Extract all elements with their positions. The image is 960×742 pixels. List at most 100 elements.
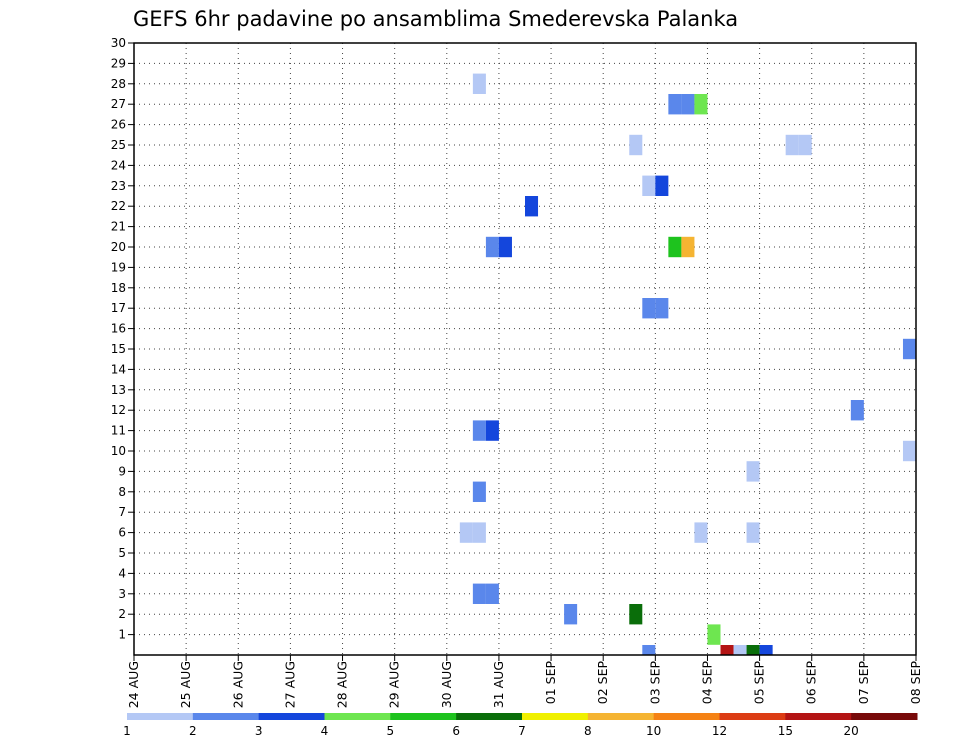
legend-swatch bbox=[522, 713, 589, 720]
x-tick-label: 01 SEP bbox=[543, 661, 558, 705]
x-tick-label: 02 SEP bbox=[595, 661, 610, 705]
y-axis: 1234567891011121314151617181920212223242… bbox=[111, 36, 134, 642]
legend-label: 4 bbox=[321, 724, 329, 738]
legend-label: 8 bbox=[584, 724, 592, 738]
precip-cell bbox=[902, 440, 916, 462]
y-tick-label: 23 bbox=[111, 179, 126, 193]
legend-swatch bbox=[127, 713, 194, 720]
precip-cell bbox=[902, 338, 916, 360]
y-tick-label: 4 bbox=[118, 566, 126, 580]
legend-label: 20 bbox=[844, 724, 859, 738]
legend-label: 12 bbox=[712, 724, 727, 738]
y-tick-label: 3 bbox=[118, 587, 126, 601]
precip-cell bbox=[642, 175, 656, 196]
y-tick-label: 17 bbox=[111, 301, 126, 315]
y-tick-label: 15 bbox=[111, 342, 126, 356]
y-tick-label: 6 bbox=[118, 526, 126, 540]
y-tick-label: 21 bbox=[111, 220, 126, 234]
y-tick-label: 29 bbox=[111, 56, 126, 70]
precip-cell bbox=[472, 583, 486, 604]
legend-label: 5 bbox=[387, 724, 395, 738]
y-tick-label: 27 bbox=[111, 97, 126, 111]
precip-cell bbox=[746, 645, 760, 655]
y-tick-label: 2 bbox=[118, 607, 126, 621]
legend-swatch bbox=[258, 713, 325, 720]
x-tick-label: 29 AUG bbox=[387, 661, 402, 708]
legend-swatch bbox=[719, 713, 786, 720]
x-tick-label: 24 AUG bbox=[126, 661, 141, 708]
precip-cell bbox=[629, 604, 643, 625]
legend-label: 7 bbox=[518, 724, 526, 738]
legend-label: 2 bbox=[189, 724, 197, 738]
precip-cell bbox=[629, 134, 643, 156]
chart-title: GEFS 6hr padavine po ansamblima Smederev… bbox=[133, 7, 738, 31]
precip-cell bbox=[655, 298, 669, 319]
legend-swatch bbox=[192, 713, 260, 720]
y-tick-label: 16 bbox=[111, 322, 126, 336]
legend-swatch bbox=[390, 713, 457, 720]
precip-cell bbox=[472, 420, 486, 441]
precip-cell bbox=[472, 73, 486, 94]
precip-cell bbox=[498, 236, 512, 258]
precip-cell bbox=[694, 522, 708, 543]
x-tick-label: 05 SEP bbox=[752, 661, 767, 705]
precip-cell bbox=[459, 522, 473, 543]
x-tick-label: 03 SEP bbox=[647, 661, 662, 705]
precip-cell bbox=[681, 94, 695, 115]
legend-swatch bbox=[785, 713, 852, 720]
legend-swatch bbox=[324, 713, 391, 720]
legend-swatch bbox=[653, 713, 720, 720]
precip-cell bbox=[525, 196, 539, 217]
x-tick-label: 31 AUG bbox=[491, 661, 506, 708]
x-tick-label: 04 SEP bbox=[699, 661, 714, 705]
y-tick-label: 14 bbox=[111, 362, 126, 376]
x-tick-label: 28 AUG bbox=[335, 661, 350, 708]
precip-cell bbox=[642, 645, 656, 655]
legend-label: 15 bbox=[778, 724, 793, 738]
precip-cell bbox=[746, 522, 760, 543]
precip-cell bbox=[472, 522, 486, 543]
precip-cell bbox=[733, 645, 747, 655]
precip-cell bbox=[668, 94, 682, 115]
legend-swatch bbox=[456, 713, 523, 720]
y-tick-label: 5 bbox=[118, 546, 126, 560]
legend-label: 10 bbox=[646, 724, 661, 738]
x-tick-label: 26 AUG bbox=[230, 661, 245, 708]
x-tick-label: 06 SEP bbox=[804, 661, 819, 705]
color-legend: 1 2 3 4 5 6 7 8 10 12 15 20 bbox=[123, 713, 918, 738]
legend-swatch bbox=[587, 713, 655, 720]
grid bbox=[133, 42, 917, 655]
y-tick-label: 11 bbox=[111, 424, 126, 438]
precip-cell bbox=[564, 604, 578, 625]
legend-label: 1 bbox=[123, 724, 131, 738]
x-tick-label: 07 SEP bbox=[856, 661, 871, 705]
y-tick-label: 18 bbox=[111, 281, 126, 295]
y-tick-label: 7 bbox=[118, 505, 126, 519]
y-tick-label: 13 bbox=[111, 383, 126, 397]
precip-cell bbox=[720, 645, 734, 655]
y-tick-label: 1 bbox=[118, 628, 126, 642]
x-tick-label: 27 AUG bbox=[282, 661, 297, 708]
y-tick-label: 24 bbox=[111, 158, 126, 172]
precip-cell bbox=[485, 236, 499, 258]
legend-label: 6 bbox=[452, 724, 460, 738]
y-tick-label: 9 bbox=[118, 464, 126, 478]
x-tick-label: 25 AUG bbox=[178, 661, 193, 708]
x-tick-label: 08 SEP bbox=[908, 661, 923, 705]
precip-cell bbox=[785, 134, 799, 156]
precip-cell bbox=[485, 583, 499, 604]
y-tick-label: 28 bbox=[111, 77, 126, 91]
y-tick-label: 20 bbox=[111, 240, 126, 254]
y-tick-label: 19 bbox=[111, 260, 126, 274]
precip-cell bbox=[642, 298, 656, 319]
precip-cell bbox=[746, 461, 760, 482]
y-tick-label: 25 bbox=[111, 138, 126, 152]
y-tick-label: 12 bbox=[111, 403, 126, 417]
precip-cell bbox=[681, 236, 695, 258]
x-tick-label: 30 AUG bbox=[439, 661, 454, 708]
y-tick-label: 8 bbox=[118, 485, 126, 499]
precip-cell bbox=[485, 420, 499, 441]
legend-label: 3 bbox=[255, 724, 263, 738]
precip-cell bbox=[850, 400, 864, 421]
